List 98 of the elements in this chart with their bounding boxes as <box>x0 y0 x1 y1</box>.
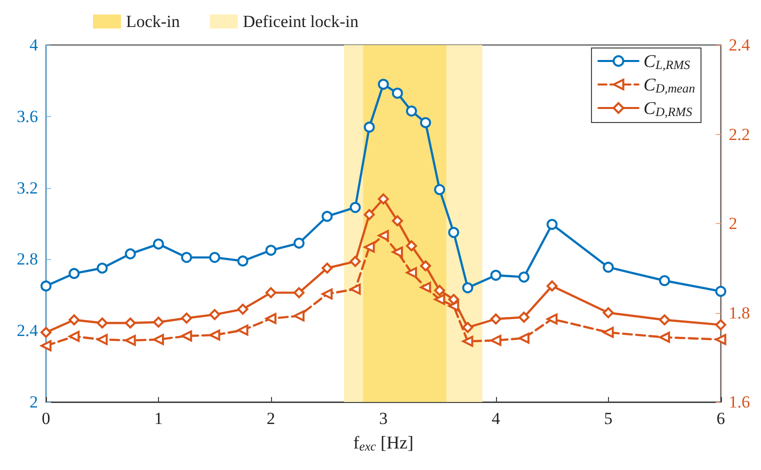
y2-tick-label: 1.8 <box>728 303 750 322</box>
point <box>715 319 726 330</box>
point <box>546 313 558 324</box>
point <box>152 316 164 328</box>
point <box>659 314 670 326</box>
y-tick-label: 3.2 <box>16 178 38 198</box>
point <box>406 240 417 252</box>
point <box>294 238 305 249</box>
point <box>392 215 403 226</box>
point <box>434 184 446 196</box>
point <box>294 310 305 322</box>
y2-tick-label: 2 <box>728 214 738 233</box>
x-tick-label: 2 <box>266 409 276 428</box>
point <box>265 287 276 298</box>
point <box>659 332 670 343</box>
x-tick-label: 0 <box>42 409 50 428</box>
point <box>209 309 220 320</box>
point <box>392 88 403 99</box>
x-tick-label: 5 <box>604 409 613 428</box>
point <box>392 246 403 258</box>
point <box>434 294 446 305</box>
y-tick-label: 4 <box>30 36 38 54</box>
point <box>462 322 474 333</box>
point <box>406 106 417 117</box>
point <box>322 288 333 300</box>
point <box>659 275 670 286</box>
point <box>322 210 333 222</box>
point <box>181 330 192 342</box>
x-tick-label: 1 <box>154 409 163 428</box>
point <box>715 286 726 297</box>
point <box>350 202 361 213</box>
point <box>40 326 52 338</box>
x-tick-label: 4 <box>492 409 501 428</box>
y-tick-label: 2.8 <box>16 250 38 269</box>
point <box>68 268 80 279</box>
point <box>152 238 164 250</box>
point <box>490 334 502 346</box>
y-tick-label: 3.6 <box>16 106 38 126</box>
point <box>420 117 432 128</box>
point <box>546 280 558 292</box>
point <box>350 284 361 295</box>
legend-label: Deficeint lock-in <box>242 12 359 31</box>
point <box>448 300 460 312</box>
y2-tick-label: 2.2 <box>728 124 750 144</box>
point <box>420 282 432 293</box>
point <box>378 193 389 204</box>
point <box>40 280 52 292</box>
point <box>124 318 136 329</box>
point <box>364 209 375 220</box>
x-tick-label: 3 <box>379 409 388 428</box>
point <box>406 267 417 278</box>
point <box>265 244 276 256</box>
point <box>462 282 474 294</box>
point <box>322 262 333 274</box>
point <box>364 122 375 133</box>
y2-tick-label: 1.6 <box>728 392 750 412</box>
point <box>96 318 108 329</box>
point <box>518 312 530 323</box>
point <box>237 324 248 336</box>
point <box>602 326 614 338</box>
legend-label: Lock-in <box>126 12 180 31</box>
point <box>124 248 136 260</box>
x-tick-label: 6 <box>716 409 725 428</box>
point <box>448 294 460 305</box>
y-tick-label: 2 <box>30 392 38 412</box>
point <box>350 256 361 267</box>
point <box>124 334 136 346</box>
point <box>546 218 558 230</box>
point <box>181 252 192 263</box>
point <box>715 334 726 346</box>
point <box>209 252 220 263</box>
point <box>518 272 530 283</box>
point <box>378 230 389 242</box>
point <box>68 330 80 342</box>
point <box>602 307 614 318</box>
point <box>209 330 220 341</box>
point <box>96 262 108 274</box>
y-tick-label: 2.4 <box>16 321 38 340</box>
point <box>434 284 446 296</box>
point <box>490 270 502 281</box>
point <box>364 242 375 253</box>
point <box>448 226 460 238</box>
point <box>490 313 502 324</box>
point <box>40 340 52 352</box>
point <box>420 260 432 272</box>
point <box>237 255 248 266</box>
point <box>237 304 248 315</box>
point <box>518 332 530 344</box>
point <box>181 312 192 324</box>
point <box>152 334 164 346</box>
y2-tick-label: 2.4 <box>728 36 750 54</box>
point <box>68 314 80 326</box>
point <box>602 262 614 273</box>
point <box>294 287 305 298</box>
point <box>96 334 108 346</box>
point <box>378 78 389 90</box>
point <box>265 313 276 324</box>
point <box>462 336 474 347</box>
